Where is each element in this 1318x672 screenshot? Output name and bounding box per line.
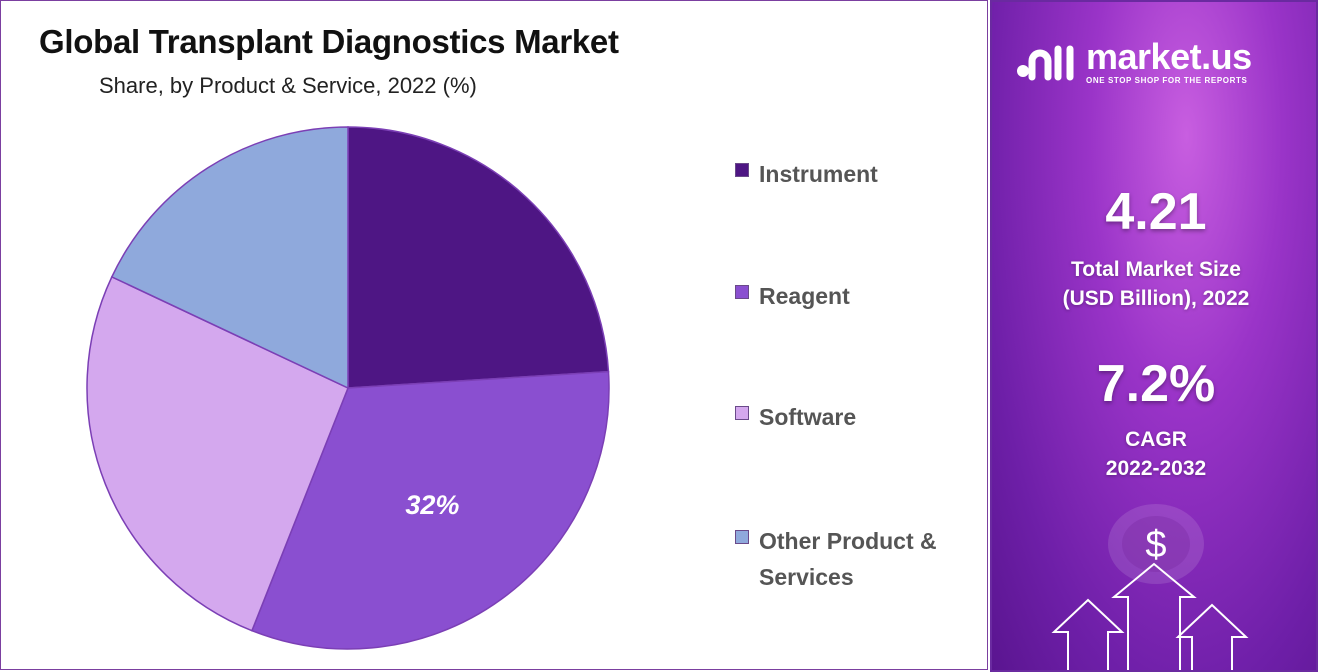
- legend-label: Other Product & Services: [759, 523, 979, 595]
- cagr-label-line2: 2022-2032: [1105, 457, 1207, 480]
- pie-slice-instrument: [347, 126, 610, 389]
- brand-logo: market.us ONE STOP SHOP FOR THE REPORTS: [1014, 36, 1252, 85]
- market-size-label-line2: (USD Billion), 2022: [1062, 287, 1250, 310]
- legend-swatch: [735, 530, 749, 544]
- growth-arrows-icon: $: [1051, 504, 1249, 670]
- market-size-label: Total Market Size (USD Billion), 2022: [992, 255, 1316, 313]
- market-size-label-line1: Total Market Size: [1071, 258, 1241, 281]
- legend-item-other: Other Product & Services: [735, 523, 979, 595]
- market-us-logo-icon: [1017, 45, 1074, 80]
- dollar-sign: $: [1145, 524, 1166, 566]
- pie-slice-software: [86, 275, 349, 632]
- legend-item-software: Software: [735, 399, 979, 435]
- brand-name: market.us: [1086, 36, 1252, 77]
- summary-panel: market.us ONE STOP SHOP FOR THE REPORTS …: [990, 0, 1318, 672]
- pie-slice-other-product-services: [110, 126, 349, 390]
- legend-swatch: [735, 285, 749, 299]
- legend-item-instrument: Instrument: [735, 156, 979, 192]
- legend-label-line2: Services: [759, 564, 854, 590]
- cagr-value: 7.2%: [1096, 355, 1216, 413]
- cagr-label: CAGR 2022-2032: [992, 425, 1316, 483]
- legend-item-reagent: Reagent: [735, 278, 979, 314]
- brand-tagline: ONE STOP SHOP FOR THE REPORTS: [1086, 76, 1248, 85]
- pie-slice-reagent: [250, 370, 610, 650]
- legend-swatch: [735, 163, 749, 177]
- chart-panel: Global Transplant Diagnostics Market Sha…: [0, 0, 988, 670]
- legend-label: Software: [759, 404, 857, 430]
- pie-data-label: 32%: [405, 490, 459, 520]
- cagr-label-line1: CAGR: [1125, 428, 1187, 451]
- legend-swatch: [735, 406, 749, 420]
- chart-subtitle: Share, by Product & Service, 2022 (%): [99, 73, 477, 98]
- chart-title: Global Transplant Diagnostics Market: [39, 23, 619, 60]
- legend-label: Reagent: [759, 283, 850, 309]
- market-size-value: 4.21: [1105, 183, 1207, 241]
- legend-label-line1: Other Product &: [759, 528, 937, 554]
- legend-label: Instrument: [759, 161, 878, 187]
- pie-chart: 32%: [86, 126, 610, 650]
